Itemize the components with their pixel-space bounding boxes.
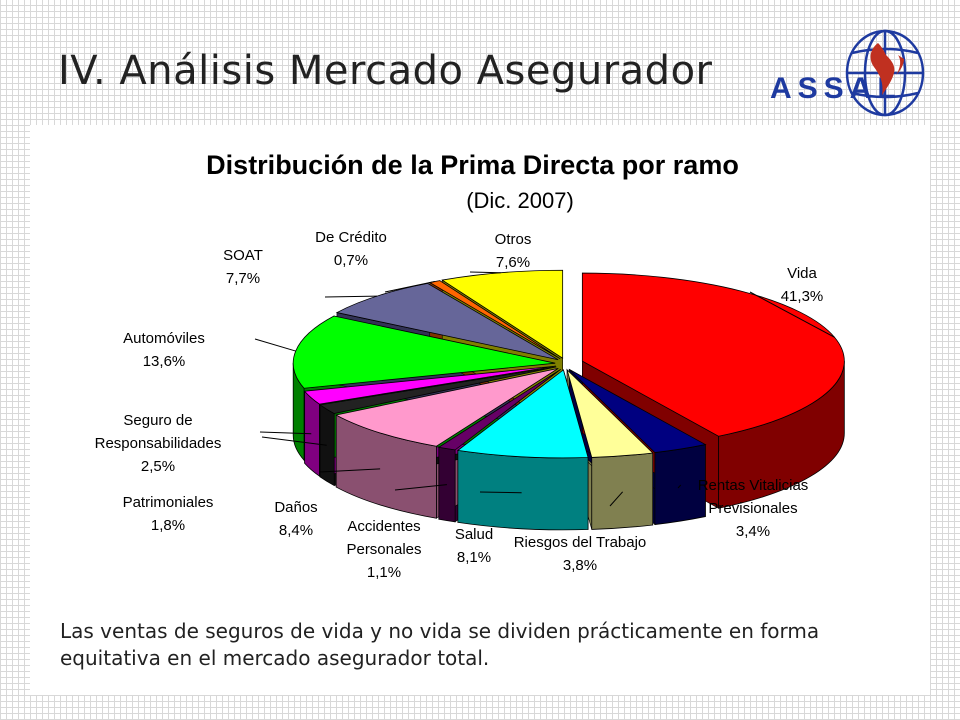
- pie-side-patrimoniales: [319, 404, 335, 487]
- pie-slice-patrimoniales: [318, 366, 557, 414]
- slice-label: Automóviles 13,6%: [123, 330, 205, 370]
- leader-line: [479, 491, 522, 494]
- pie-side-riesgos-del-trabajo: [591, 452, 654, 530]
- slice-label: Seguro de Responsabilidades 2,5%: [95, 412, 222, 475]
- leader-line: [469, 271, 501, 274]
- leader-line: [677, 484, 682, 489]
- slice-label: Riesgos del Trabajo 3,8%: [514, 534, 647, 574]
- slide-caption: Las ventas de seguros de vida y no vida …: [60, 619, 820, 670]
- leader-line: [261, 436, 327, 446]
- slice-label: Patrimoniales 1,8%: [123, 494, 214, 534]
- chart-subtitle: (Dic. 2007): [466, 188, 574, 213]
- pie-side-salud: [457, 449, 589, 531]
- slice-label: Accidentes Personales 1,1%: [346, 518, 421, 581]
- leader-line: [324, 295, 378, 298]
- slice-label: Vida 41,3%: [781, 265, 824, 305]
- chart-title: Distribución de la Prima Directa por ram…: [206, 150, 739, 180]
- assal-logo: ASSAL: [770, 25, 930, 120]
- pie-chart: Distribución de la Prima Directa por ram…: [50, 132, 895, 590]
- slice-label: De Crédito 0,7%: [315, 229, 387, 269]
- slice-label: Salud 8,1%: [455, 526, 493, 566]
- pie-slice-autom-viles: [292, 315, 556, 389]
- leader-line: [384, 281, 435, 293]
- slice-label: Otros 7,6%: [495, 231, 532, 271]
- logo-text: ASSAL: [770, 72, 902, 105]
- leader-line: [749, 291, 835, 338]
- leader-line: [394, 484, 447, 491]
- slide-title: IV. Análisis Mercado Asegurador: [58, 48, 713, 94]
- slice-label: Daños 8,4%: [274, 499, 317, 539]
- leader-line: [259, 431, 312, 435]
- pie-slice-seguro-de-responsabilidades: [303, 365, 556, 405]
- slice-label: SOAT 7,7%: [223, 247, 263, 287]
- pie-slice-riesgos-del-trabajo: [566, 368, 654, 458]
- pie-slice-salud: [456, 369, 589, 459]
- leader-line: [319, 468, 381, 473]
- pie-slice-rentas-vitalicias-previsionales: [568, 369, 707, 453]
- pie-svg: Vida 41,3% Rentas Vitalicias Previsionales 3…: [95, 229, 845, 581]
- globe-icon: [845, 29, 925, 117]
- pie-side-accidentes-personales: [438, 446, 456, 523]
- leader-line: [254, 338, 296, 352]
- pie-slice-da-os: [335, 367, 559, 447]
- slice-label: Rentas Vitalicias Previsionales 3,4%: [698, 477, 809, 540]
- pie-slice-accidentes-personales: [437, 369, 561, 451]
- pie-slice-otros: [441, 269, 564, 359]
- leader-line: [609, 491, 624, 507]
